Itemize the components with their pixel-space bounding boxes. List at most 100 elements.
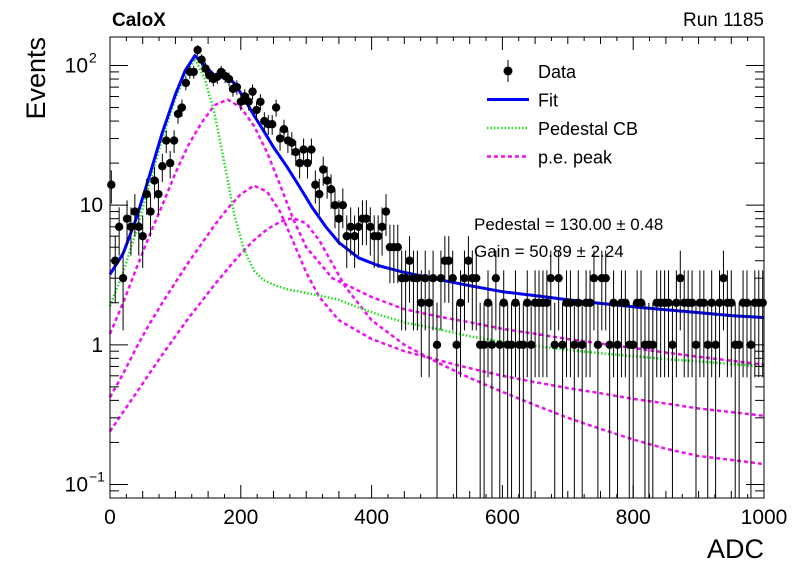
x-tick-label: 400: [354, 506, 389, 529]
data-point: [460, 250, 469, 331]
legend: Data Fit Pedestal CB p.e. peak: [487, 60, 638, 168]
data-point: [432, 302, 442, 498]
data-point: [322, 166, 332, 199]
data-point: [672, 270, 681, 378]
data-point: [617, 270, 626, 378]
data-point: [589, 250, 599, 331]
data-point: [566, 270, 575, 378]
x-axis-label: ADC: [707, 534, 764, 564]
data-point: [393, 224, 402, 284]
data-point: [652, 270, 661, 378]
data-point: [397, 250, 406, 331]
data-point: [609, 270, 618, 378]
data-point: [526, 302, 536, 498]
x-tick-label: 200: [223, 506, 258, 529]
data-point: [727, 270, 736, 378]
experiment-label: CaloX: [112, 10, 166, 31]
data-point: [703, 302, 712, 498]
data-point: [405, 236, 414, 303]
data-point: [605, 302, 614, 498]
data-point: [107, 170, 116, 204]
data-point: [126, 207, 136, 256]
legend-entry-data: Data: [503, 60, 577, 82]
data-point: [303, 150, 312, 179]
data-point: [165, 150, 175, 179]
data-point: [707, 270, 716, 378]
legend-entry-fit: Fit: [487, 91, 558, 111]
data-point: [193, 44, 202, 56]
data-point: [711, 302, 720, 498]
data-point: [146, 194, 155, 237]
data-point: [130, 194, 140, 237]
data-point: [373, 215, 383, 268]
x-tick-label: 0: [104, 506, 116, 529]
data-point: [738, 270, 748, 378]
data-point: [428, 250, 438, 331]
data-point: [377, 207, 387, 256]
data-point: [483, 270, 493, 378]
data-point: [715, 270, 724, 378]
data-point: [224, 72, 234, 87]
data-point: [315, 178, 324, 215]
data-point: [754, 270, 763, 378]
data-point: [421, 250, 430, 331]
data-point: [252, 101, 261, 120]
data-point: [354, 207, 363, 256]
data-point: [169, 130, 179, 154]
data-point: [330, 188, 340, 229]
data-point: [632, 270, 642, 378]
data-point: [523, 270, 532, 378]
data-point: [648, 302, 658, 498]
data-point: [464, 236, 473, 303]
data-point: [475, 302, 485, 498]
data-point: [295, 150, 304, 179]
data-point: [734, 302, 744, 498]
data-point: [577, 302, 587, 498]
data-point: [487, 302, 497, 498]
data-point: [479, 302, 489, 498]
data-point: [676, 250, 685, 331]
data-point: [232, 80, 242, 95]
y-tick-label: 10: [80, 194, 103, 217]
data-point: [629, 302, 638, 498]
legend-entry-pedestal-cb: Pedestal CB: [487, 119, 638, 139]
data-point: [593, 302, 603, 498]
x-tick-label: 1000: [741, 506, 788, 529]
data-point: [491, 250, 501, 331]
data-point: [597, 250, 607, 331]
data-point: [197, 54, 206, 66]
data-point: [177, 99, 187, 117]
series-p-e-peak-2: [108, 184, 765, 418]
data-point: [162, 130, 171, 154]
data-point: [114, 207, 124, 256]
data-point: [664, 270, 673, 378]
data-point: [389, 224, 399, 284]
y-tick-label: 10: [65, 55, 88, 78]
data-point: [554, 250, 563, 331]
data-point: [248, 84, 257, 100]
data-point: [342, 215, 351, 268]
data-point: [621, 270, 630, 378]
data-point: [181, 76, 191, 91]
data-point: [585, 270, 595, 378]
data-point: [542, 270, 552, 378]
data-point: [338, 188, 348, 229]
data-point: [134, 207, 143, 256]
data-point: [122, 200, 132, 246]
y-tick-exponent: 2: [89, 50, 97, 66]
data-point: [154, 178, 163, 215]
data-point: [311, 170, 320, 204]
data-point: [636, 270, 646, 378]
data-point: [519, 302, 528, 498]
data-point: [534, 270, 544, 378]
data-point: [499, 270, 508, 378]
data-point: [511, 270, 520, 378]
data-points: [107, 44, 767, 498]
data-point: [546, 250, 555, 331]
series-p-e-peak-3: [108, 216, 765, 466]
data-point: [507, 302, 516, 498]
data-point: [267, 115, 277, 135]
data-point: [562, 270, 571, 378]
